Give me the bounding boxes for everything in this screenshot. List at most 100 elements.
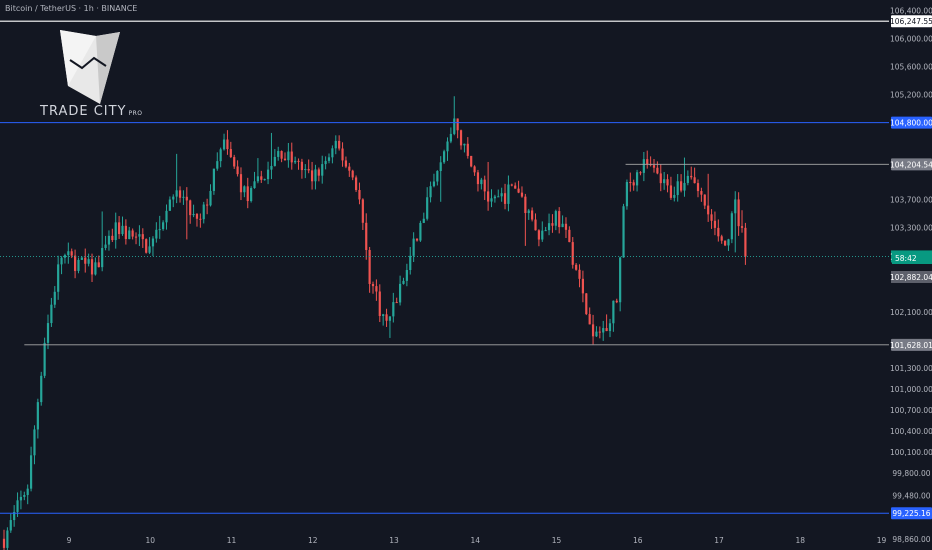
candle-body — [327, 157, 331, 161]
y-tick-label-4: 103,700.00 — [890, 196, 932, 205]
candle-body — [480, 179, 483, 185]
candle-body — [740, 226, 744, 228]
candle-body — [619, 257, 622, 303]
candle-body — [90, 259, 94, 275]
candle-body — [730, 213, 733, 240]
candle-body — [168, 199, 171, 211]
candle-body — [436, 171, 439, 182]
candle-body — [19, 496, 23, 501]
candle-body — [172, 196, 175, 200]
candle-body — [378, 291, 381, 316]
candle-body — [676, 181, 679, 196]
candle-body — [121, 225, 124, 235]
candle-body — [585, 293, 588, 315]
candle-body — [324, 160, 327, 165]
candle-body — [568, 229, 571, 243]
candle-body — [679, 181, 683, 191]
candle-body — [138, 234, 141, 237]
x-tick-label-10: 19 — [877, 536, 887, 545]
candle-body — [216, 161, 219, 169]
candle-body — [639, 172, 642, 174]
level-tag-4 — [891, 507, 932, 520]
candle-body — [165, 210, 168, 223]
candle-body — [354, 177, 358, 190]
candle-body — [104, 244, 107, 248]
y-tick-label-12: 99,800.00 — [892, 469, 930, 478]
candle-body — [63, 255, 67, 258]
candle-body — [243, 186, 246, 193]
candle-body — [683, 182, 686, 191]
candle-body — [375, 286, 378, 292]
candle-body — [419, 222, 422, 241]
candle-body — [236, 166, 239, 175]
candle-body — [490, 198, 493, 202]
candle-body — [314, 169, 317, 182]
candle-body — [307, 168, 310, 171]
candle-body — [334, 140, 337, 149]
candle-body — [273, 156, 276, 166]
candle-body — [503, 193, 507, 204]
candle-body — [591, 324, 595, 337]
candle-body — [385, 314, 388, 321]
candle-body — [351, 170, 354, 178]
candle-body — [737, 199, 740, 227]
candle-body — [206, 204, 209, 206]
candle-body — [239, 174, 243, 193]
candle-body — [470, 155, 473, 167]
candle-body — [514, 185, 517, 189]
candle-body — [145, 239, 148, 253]
candle-body — [290, 151, 293, 163]
bar-countdown: 58:42 — [892, 253, 932, 264]
x-tick-label-6: 15 — [552, 536, 562, 545]
candle-body — [531, 210, 534, 220]
candle-body — [646, 159, 649, 165]
candle-body — [398, 283, 402, 303]
candle-body — [710, 214, 713, 221]
candle-body — [700, 191, 703, 195]
candle-body — [253, 181, 256, 189]
prev-close-label: 102,882.04 — [890, 273, 932, 282]
candle-body — [717, 227, 720, 237]
level-tag-3 — [891, 338, 932, 351]
candle-body — [652, 165, 656, 168]
candle-body — [300, 161, 304, 171]
candle-body — [53, 291, 56, 305]
candle-body — [405, 270, 408, 281]
candle-body — [602, 328, 605, 333]
candle-body — [70, 251, 73, 256]
candle-body — [26, 488, 29, 495]
candle-body — [114, 222, 117, 241]
candle-body — [696, 183, 700, 192]
candle-body — [13, 511, 16, 521]
candle-body — [554, 211, 557, 226]
candle-body — [283, 158, 287, 161]
candle-body — [564, 223, 568, 230]
y-tick-label-6: 102,100.00 — [890, 308, 932, 317]
logo-icon — [60, 30, 120, 104]
symbol-title: Bitcoin / TetherUS · 1h · BINANCE — [5, 4, 138, 13]
candle-body — [666, 179, 669, 186]
level-label-3: 101,628.01 — [890, 341, 932, 350]
candle-body — [432, 181, 436, 187]
candle-body — [476, 172, 480, 185]
candle-body — [270, 165, 273, 170]
trade-city-logo: TRADE CITY PRO — [40, 26, 142, 122]
candle-body — [60, 257, 63, 265]
candle-body — [263, 179, 266, 181]
candle-body — [507, 184, 510, 204]
candle-body — [571, 242, 574, 265]
candle-body — [209, 190, 212, 206]
candle-body — [128, 230, 131, 240]
y-tick-label-2: 105,600.00 — [890, 63, 932, 72]
candle-body — [277, 151, 280, 157]
candle-body — [118, 222, 121, 235]
y-tick-label-5: 103,300.00 — [890, 224, 932, 233]
candle-body — [544, 230, 547, 232]
candle-body — [575, 264, 578, 270]
candle-body — [304, 168, 307, 171]
level-tag-1 — [891, 116, 932, 129]
x-tick-label-0: 9 — [67, 536, 72, 545]
candle-body — [534, 219, 537, 231]
